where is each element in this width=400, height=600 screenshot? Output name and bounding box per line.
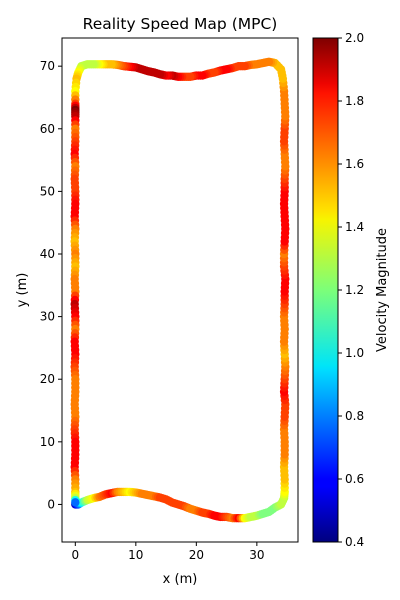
y-tick-label: 0 [47,497,55,511]
x-tick-label: 10 [128,548,143,562]
y-tick-label: 70 [40,59,55,73]
colorbar-tick-label: 1.4 [345,220,364,234]
colorbar-tick-label: 1.0 [345,346,364,360]
chart-title: Reality Speed Map (MPC) [83,15,278,33]
colorbar: 0.4 0.6 0.8 1.0 1.2 1.4 1.6 1.8 2.0 Velocity Mag… [312,31,390,549]
colorbar-tick-label: 0.6 [345,472,364,486]
plot-area [70,57,290,523]
y-axis-label: y (m) [15,273,30,308]
colorbar-gradient [312,37,339,543]
x-axis: 0 10 20 30 [71,542,264,562]
y-tick-label: 50 [40,184,55,198]
colorbar-ticks: 0.4 0.6 0.8 1.0 1.2 1.4 1.6 1.8 2.0 [338,31,364,549]
colorbar-tick-label: 1.8 [345,94,364,108]
plot-frame [61,37,299,543]
y-tick-label: 60 [40,122,55,136]
colorbar-tick-label: 0.4 [345,535,364,549]
y-tick-label: 10 [40,435,55,449]
x-tick-label: 0 [71,548,79,562]
y-tick-label: 20 [40,372,55,386]
colorbar-label: Velocity Magnitude [375,228,390,352]
colorbar-tick-label: 2.0 [345,31,364,45]
scatter-point [71,498,80,507]
x-axis-label: x (m) [163,572,198,587]
colorbar-tick-label: 0.8 [345,409,364,423]
colorbar-tick-label: 1.6 [345,157,364,171]
y-axis: 0 10 20 30 40 50 60 70 [40,59,62,511]
y-tick-label: 30 [40,310,55,324]
x-tick-label: 30 [249,548,264,562]
colorbar-tick-label: 1.2 [345,283,364,297]
x-tick-label: 20 [189,548,204,562]
y-tick-label: 40 [40,247,55,261]
